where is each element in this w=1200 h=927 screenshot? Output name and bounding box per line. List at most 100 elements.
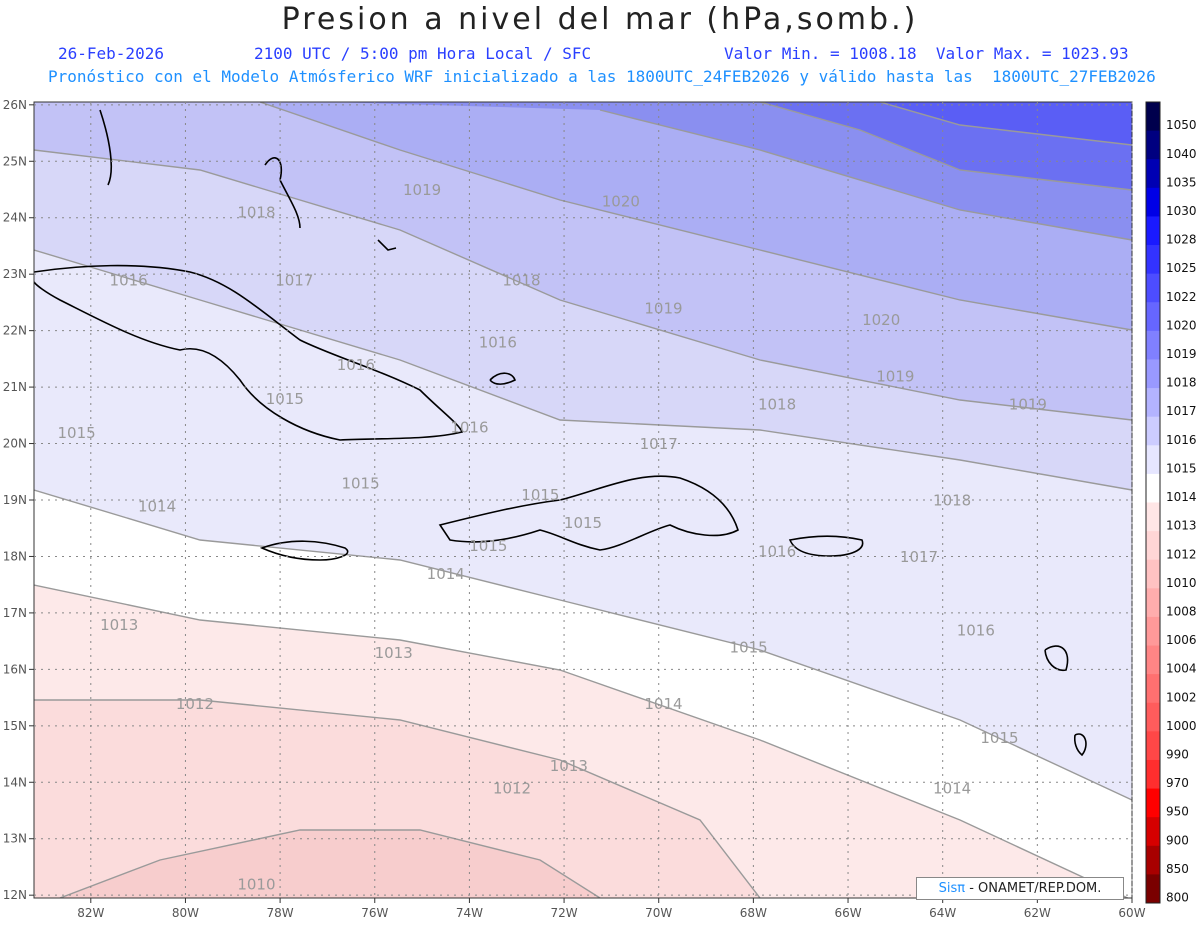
lat-label: 22N	[3, 324, 27, 338]
lat-label: 16N	[3, 662, 27, 676]
isobar-label: 1015	[564, 514, 602, 532]
legend-label: 1016	[1166, 433, 1197, 447]
isobar-label: 1013	[100, 616, 138, 634]
legend-label: 1020	[1166, 318, 1197, 332]
lon-label: 64W	[929, 906, 956, 920]
legend-label: 1050	[1166, 118, 1197, 132]
legend-swatch	[1146, 559, 1160, 589]
model-info: Pronóstico con el Modelo Atmósferico WRF…	[48, 67, 1156, 86]
forecast-time-info: 2100 UTC / 5:00 pm Hora Local / SFC	[254, 44, 592, 63]
isobar-label: 1012	[493, 780, 531, 798]
isobar-label: 1018	[502, 271, 540, 289]
isobar-label: 1015	[730, 638, 768, 656]
legend-label: 990	[1166, 748, 1189, 762]
isobar-label: 1016	[758, 542, 796, 560]
legend-swatch	[1146, 273, 1160, 303]
isobar-label: 1013	[550, 757, 588, 775]
legend-swatch	[1146, 187, 1160, 217]
lat-label: 23N	[3, 267, 27, 281]
credit-text: - ONAMET/REP.DOM.	[965, 881, 1102, 896]
isobar-label: 1017	[640, 435, 678, 453]
legend-label: 1022	[1166, 290, 1197, 304]
legend-swatch	[1146, 531, 1160, 561]
lat-label: 24N	[3, 211, 27, 225]
legend-swatch	[1146, 817, 1160, 847]
lon-label: 70W	[645, 906, 672, 920]
legend-swatch	[1146, 616, 1160, 647]
isobar-label: 1019	[1009, 396, 1047, 414]
isobar-label: 1016	[337, 356, 375, 374]
isobar-label: 1019	[644, 300, 682, 318]
isobar-label: 1020	[862, 311, 900, 329]
legend-label: 1000	[1166, 719, 1197, 733]
credit-box: Sisπ - ONAMET/REP.DOM.	[916, 877, 1124, 900]
color-legend: 1050 1040 1035 1030 1028 1025 1022 1020 1019 1018…	[1145, 101, 1197, 905]
lat-label: 12N	[3, 888, 27, 902]
legend-swatch	[1146, 416, 1160, 446]
legend-swatch	[1146, 159, 1160, 189]
legend-label: 1010	[1166, 576, 1197, 590]
legend-label: 1019	[1166, 347, 1197, 361]
legend-swatch	[1146, 130, 1160, 160]
legend-label: 970	[1166, 776, 1189, 790]
isobar-label: 1014	[933, 780, 971, 798]
legend-swatch	[1146, 302, 1160, 332]
isobar-lines	[34, 102, 1132, 898]
lat-label: 13N	[3, 832, 27, 846]
map-title: Presion a nivel del mar (hPa,somb.)	[281, 2, 919, 37]
lat-label: 19N	[3, 493, 27, 507]
forecast-date: 26-Feb-2026	[58, 44, 164, 63]
isobar-label: 1016	[110, 271, 148, 289]
isobar-label: 1020	[602, 192, 640, 210]
lon-label: 66W	[834, 906, 861, 920]
latitude-labels: 26N 25N 24N 23N 22N 21N 20N 19N 18N 17N 16N 15N 14N 1…	[3, 98, 27, 902]
lat-label: 20N	[3, 437, 27, 451]
legend-label: 1017	[1166, 404, 1197, 418]
coastlines	[34, 109, 1087, 757]
legend-label: 1004	[1166, 662, 1197, 676]
isobar-label: 1016	[479, 334, 517, 352]
longitude-labels: 82W 80W 78W 76W 74W 72W 70W 68W 66W 64W 62W 60W	[77, 906, 1145, 920]
legend-label: 1035	[1166, 175, 1197, 189]
legend-swatch	[1146, 674, 1160, 704]
isobar-label: 1019	[403, 181, 441, 199]
legend-swatch	[1146, 759, 1160, 790]
isobar-label: 1015	[980, 729, 1018, 747]
legend-swatch	[1146, 216, 1160, 246]
legend-label: 1040	[1166, 147, 1197, 161]
legend-swatch	[1146, 245, 1160, 275]
legend-label: 1002	[1166, 690, 1197, 704]
lon-label: 80W	[172, 906, 199, 920]
isobar-label: 1018	[933, 492, 971, 510]
lat-label: 26N	[3, 98, 27, 112]
lat-label: 25N	[3, 154, 27, 168]
isobar-label: 1019	[876, 367, 914, 385]
legend-label: 1028	[1166, 233, 1197, 247]
isobar-label: 1015	[266, 390, 304, 408]
lon-label: 60W	[1118, 906, 1145, 920]
isobar-label: 1016	[957, 621, 995, 639]
legend-label: 800	[1166, 891, 1189, 905]
isobar-label: 1016	[450, 418, 488, 436]
lat-label: 15N	[3, 719, 27, 733]
legend-label: 1012	[1166, 547, 1197, 561]
legend-swatch	[1146, 702, 1160, 732]
legend-swatch	[1146, 731, 1160, 761]
legend-swatch	[1146, 588, 1160, 618]
isobar-label: 1018	[237, 204, 275, 222]
legend-swatch	[1146, 473, 1160, 503]
min-max-values: Valor Min. = 1008.18 Valor Max. = 1023.9…	[724, 44, 1129, 63]
legend-frame	[1145, 101, 1161, 904]
legend-swatch	[1146, 874, 1160, 904]
isobar-label: 1017	[900, 548, 938, 566]
isobar-label: 1015	[58, 424, 96, 442]
legend-swatch	[1146, 388, 1160, 418]
isobar-label: 1015	[469, 537, 507, 555]
isobar-label: 1014	[644, 695, 682, 713]
legend-label: 900	[1166, 833, 1189, 847]
lon-label: 82W	[77, 906, 104, 920]
lat-label: 14N	[3, 775, 27, 789]
legend-swatch	[1146, 102, 1160, 132]
legend-swatch	[1146, 845, 1160, 875]
